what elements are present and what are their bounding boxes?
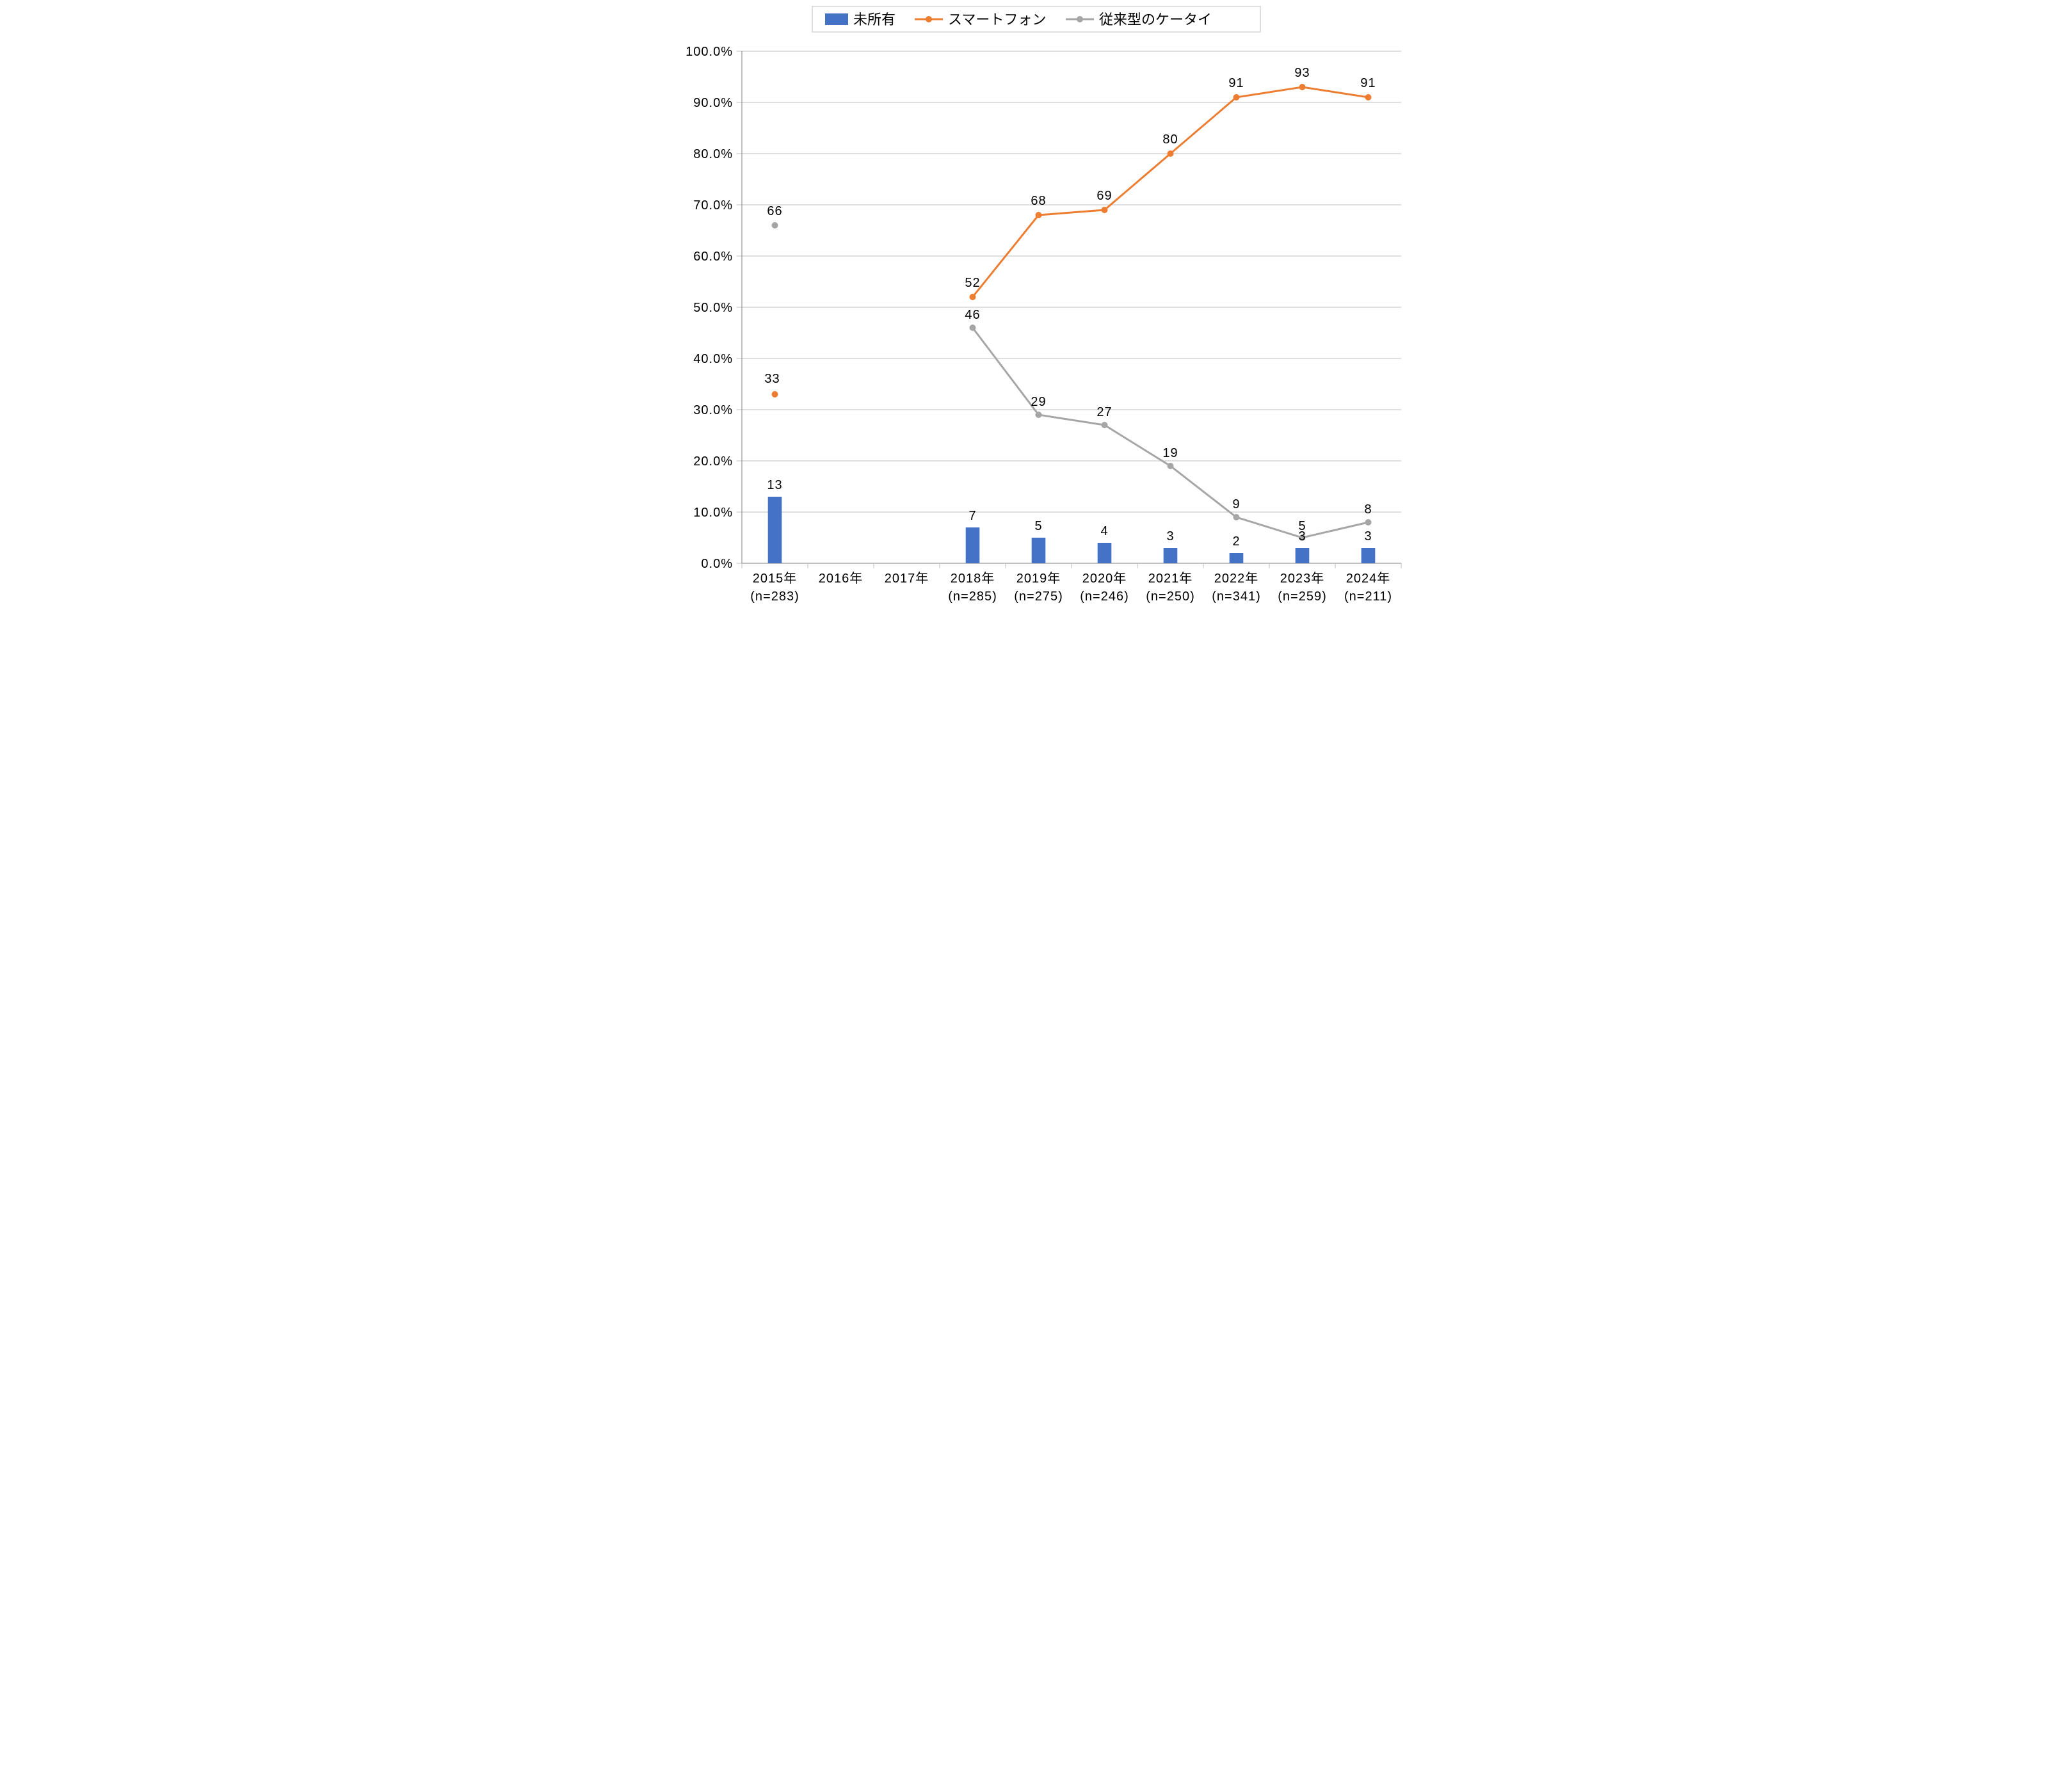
x-axis-label: 2019年 <box>1016 571 1061 586</box>
y-axis-label: 70.0% <box>693 198 733 213</box>
bar <box>1163 548 1177 563</box>
smartphone-data-label: 91 <box>1228 76 1244 90</box>
smartphone-marker <box>1167 150 1173 157</box>
bar <box>1361 548 1375 563</box>
smartphone-marker <box>1233 94 1239 100</box>
x-axis-label: 2015年 <box>752 571 797 586</box>
feature-phone-data-label: 5 <box>1298 519 1306 533</box>
feature-phone-marker <box>1233 514 1239 520</box>
feature-phone-marker <box>1035 412 1041 418</box>
y-axis-label: 30.0% <box>693 403 733 417</box>
x-axis-label: 2016年 <box>818 571 863 586</box>
feature-phone-marker <box>1101 422 1107 428</box>
smartphone-data-label: 93 <box>1294 66 1310 80</box>
legend-marker-featurephone <box>1077 16 1083 22</box>
smartphone-marker <box>1101 207 1107 213</box>
x-axis-label: 2022年 <box>1214 571 1258 586</box>
x-axis-label: 2020年 <box>1082 571 1127 586</box>
y-axis-label: 60.0% <box>693 250 733 264</box>
feature-phone-data-label: 27 <box>1096 405 1112 419</box>
y-axis-label: 80.0% <box>693 147 733 161</box>
legend-label: スマートフォン <box>948 12 1046 28</box>
y-axis-label: 40.0% <box>693 352 733 366</box>
bar <box>1031 538 1045 563</box>
x-axis-sublabel: (n=275) <box>1014 590 1063 604</box>
chart-container: 0.0% 10.0% 20.0% 30.0% 40.0% 50.0% 60.0% 70.0% 8… <box>665 0 1408 634</box>
legend-label: 未所有 <box>853 12 895 28</box>
y-axis-label: 10.0% <box>693 506 733 520</box>
smartphone-data-label: 33 <box>764 372 780 386</box>
smartphone-data-label: 68 <box>1031 194 1046 208</box>
legend-label: 従来型のケータイ <box>1099 12 1212 28</box>
bar-data-label: 7 <box>968 509 976 523</box>
bar <box>965 527 979 563</box>
bar-data-label: 3 <box>1364 529 1372 543</box>
smartphone-marker <box>1035 212 1041 218</box>
feature-phone-marker <box>969 325 976 331</box>
bar <box>767 497 782 563</box>
smartphone-marker <box>969 294 976 300</box>
legend-swatch-bar <box>825 13 848 25</box>
y-axis-label: 50.0% <box>693 301 733 315</box>
feature-phone-line <box>972 328 1368 538</box>
x-axis-sublabel: (n=259) <box>1278 590 1327 604</box>
feature-phone-data-label: 8 <box>1364 502 1372 517</box>
bar-data-label: 2 <box>1232 534 1240 549</box>
feature-phone-marker <box>771 222 778 229</box>
smartphone-data-label: 52 <box>965 276 980 290</box>
feature-phone-data-label: 66 <box>767 204 782 218</box>
bar-data-label: 5 <box>1034 519 1042 533</box>
smartphone-data-label: 80 <box>1162 132 1178 147</box>
x-axis-sublabel: (n=211) <box>1344 590 1392 604</box>
smartphone-line <box>972 87 1368 297</box>
bar <box>1097 543 1111 563</box>
legend-marker-smartphone <box>926 16 932 22</box>
smartphone-marker <box>1365 94 1371 100</box>
feature-phone-data-label: 29 <box>1031 395 1046 409</box>
y-axis-label: 20.0% <box>693 454 733 469</box>
y-axis-label: 100.0% <box>686 45 733 59</box>
x-axis-sublabel: (n=283) <box>750 590 799 604</box>
bar-data-label: 13 <box>767 478 782 492</box>
feature-phone-data-label: 46 <box>965 308 980 322</box>
x-axis-label: 2018年 <box>950 571 995 586</box>
feature-phone-data-label: 9 <box>1232 497 1240 511</box>
x-axis-label: 2017年 <box>884 571 929 586</box>
x-axis-sublabel: (n=285) <box>948 590 997 604</box>
x-axis-sublabel: (n=250) <box>1146 590 1195 604</box>
smartphone-data-label: 91 <box>1360 76 1376 90</box>
feature-phone-marker <box>1167 463 1173 469</box>
x-axis-label: 2023年 <box>1280 571 1324 586</box>
bar-data-label: 4 <box>1100 524 1108 538</box>
feature-phone-data-label: 19 <box>1162 446 1178 460</box>
smartphone-marker <box>771 391 778 397</box>
x-axis-sublabel: (n=246) <box>1080 590 1129 604</box>
smartphone-data-label: 69 <box>1096 189 1112 203</box>
y-axis-label: 90.0% <box>693 96 733 110</box>
bar-data-label: 3 <box>1166 529 1174 543</box>
smartphone-marker <box>1299 84 1305 90</box>
feature-phone-marker <box>1365 519 1371 526</box>
x-axis-label: 2024年 <box>1345 571 1390 586</box>
bar <box>1229 553 1243 563</box>
y-axis-label: 0.0% <box>701 557 733 571</box>
x-axis-sublabel: (n=341) <box>1212 590 1261 604</box>
x-axis-label: 2021年 <box>1148 571 1193 586</box>
chart-svg: 0.0% 10.0% 20.0% 30.0% 40.0% 50.0% 60.0% 70.0% 8… <box>665 0 1408 634</box>
bar <box>1295 548 1309 563</box>
